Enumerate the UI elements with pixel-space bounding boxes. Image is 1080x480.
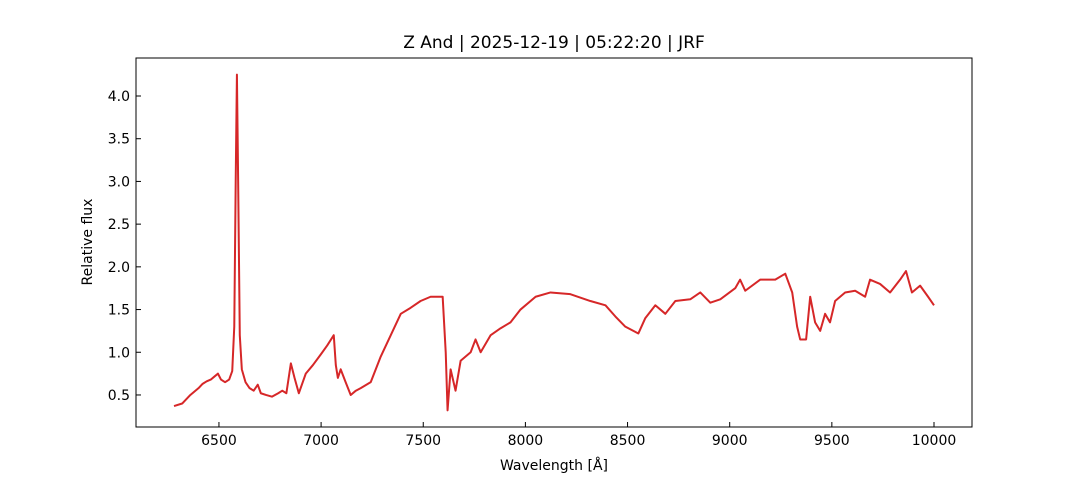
chart-title: Z And | 2025-12-19 | 05:22:20 | JRF [403, 33, 705, 53]
plot-frame [135, 57, 973, 428]
y-tick-label: 4.0 [108, 89, 130, 105]
spectrum-line [173, 73, 935, 412]
x-tick-label: 8000 [508, 433, 544, 449]
x-axis-label: Wavelength [Å] [500, 457, 608, 474]
y-tick-label: 2.0 [108, 260, 130, 276]
x-tick-label: 9000 [712, 433, 748, 449]
y-tick-label: 3.5 [108, 132, 130, 148]
y-tick-label: 1.0 [108, 345, 130, 361]
x-tick-label: 10000 [912, 433, 957, 449]
y-tick-label: 0.5 [108, 388, 130, 404]
x-tick-label: 6500 [201, 433, 237, 449]
x-tick-label: 9500 [814, 433, 850, 449]
x-tick-label: 8500 [610, 433, 646, 449]
y-tick-label: 1.5 [108, 303, 130, 319]
y-tick-label: 2.5 [108, 217, 130, 233]
y-tick-label: 3.0 [108, 174, 130, 190]
y-axis-label: Relative flux [80, 199, 96, 286]
x-tick-label: 7500 [405, 433, 441, 449]
x-tick-label: 7000 [303, 433, 339, 449]
